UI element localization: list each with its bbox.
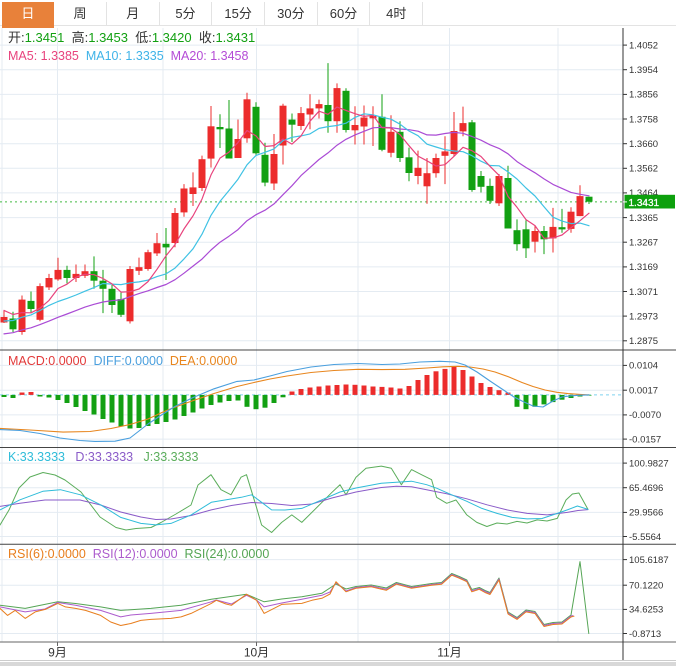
svg-text:-0.0070: -0.0070 [629,410,661,421]
svg-text:70.1220: 70.1220 [629,581,663,592]
svg-text:1.3267: 1.3267 [629,238,658,249]
svg-text:9月: 9月 [48,646,67,660]
svg-text:10月: 10月 [244,646,269,660]
svg-text:1.3365: 1.3365 [629,213,658,224]
svg-text:1.2875: 1.2875 [629,336,658,347]
svg-text:1.3758: 1.3758 [629,114,658,125]
svg-text:1.4052: 1.4052 [629,40,658,51]
svg-text:1.3562: 1.3562 [629,164,658,175]
svg-text:MA5: 1.3385 MA10: 1.3335 MA2: MA5: 1.3385 MA10: 1.3335 MA20: 1.3458 [8,49,248,63]
svg-text:11月: 11月 [437,646,461,660]
svg-text:29.9566: 29.9566 [629,508,663,519]
svg-text:1.3169: 1.3169 [629,262,658,273]
svg-text:-0.0157: -0.0157 [629,434,661,445]
svg-text:1.2973: 1.2973 [629,311,658,322]
svg-text:0.0104: 0.0104 [629,361,658,372]
svg-text:65.4696: 65.4696 [629,483,663,494]
svg-text:1.3464: 1.3464 [629,188,658,199]
svg-text:100.9827: 100.9827 [629,458,669,469]
svg-text:开:1.3451 高:1.3453 低:1.3420: 开:1.3451 高:1.3453 低:1.3420 收:1.3431 [8,30,255,45]
svg-text:1.3071: 1.3071 [629,287,658,298]
svg-text:1.3431: 1.3431 [629,198,660,209]
svg-text:34.6253: 34.6253 [629,605,663,616]
svg-text:-0.8713: -0.8713 [629,629,661,640]
svg-text:1.3660: 1.3660 [629,139,658,150]
svg-text:0.0017: 0.0017 [629,386,658,397]
svg-text:RSI(6):0.0000 RSI(12):0.0000: RSI(6):0.0000 RSI(12):0.0000 RSI(24):0.0… [8,547,269,561]
svg-text:1.3856: 1.3856 [629,90,658,101]
svg-text:1.3954: 1.3954 [629,65,658,76]
svg-text:K:33.3333 D:33.3333 J:33.3: K:33.3333 D:33.3333 J:33.3333 [8,450,198,464]
svg-text:105.6187: 105.6187 [629,555,669,566]
svg-text:MACD:0.0000 DIFF:0.0000 DEA:: MACD:0.0000 DIFF:0.0000 DEA:0.0000 [8,354,237,368]
svg-text:-5.5564: -5.5564 [629,532,661,543]
